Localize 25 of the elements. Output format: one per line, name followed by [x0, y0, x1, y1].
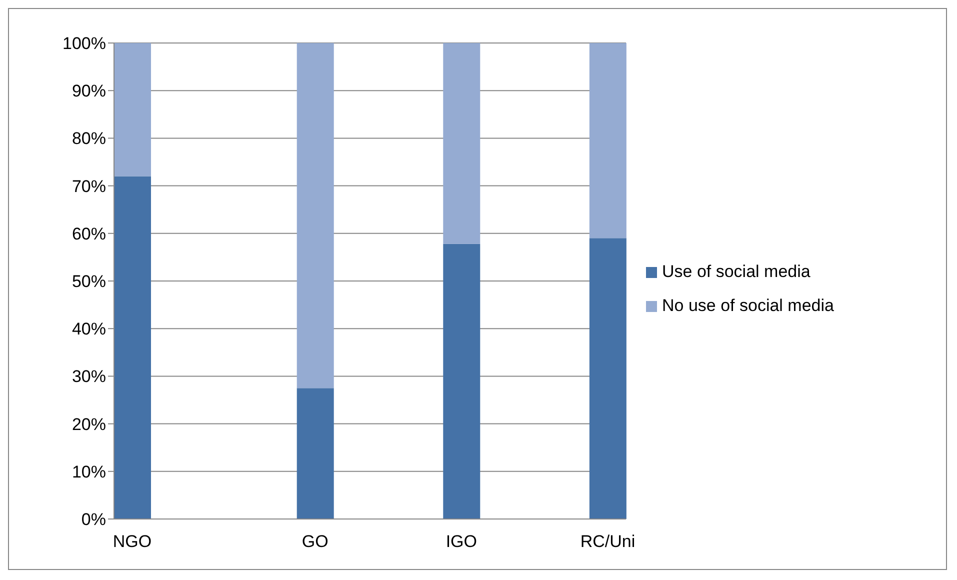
y-tick-label: 30%: [72, 367, 106, 386]
x-tick-label: IGO: [446, 532, 478, 552]
legend-label: No use of social media: [662, 296, 834, 316]
y-tick-label: 80%: [72, 129, 106, 148]
bar: [443, 244, 480, 519]
x-tick-label: GO: [302, 532, 328, 552]
y-tick-label: 20%: [72, 414, 106, 434]
x-tick-label: NGO: [112, 532, 152, 552]
bar: [296, 43, 334, 388]
bar: [589, 43, 626, 238]
bar: [443, 43, 480, 244]
y-tick-label: 70%: [72, 176, 106, 196]
legend-label: Use of social media: [662, 262, 810, 282]
y-tick-label: 60%: [72, 224, 106, 244]
bar: [114, 176, 151, 519]
bar: [114, 43, 151, 176]
y-tick-label: 90%: [72, 82, 106, 101]
x-tick-label: RC/Uni: [580, 532, 636, 552]
y-tick-label: 50%: [72, 272, 106, 292]
y-tick-label: 0%: [81, 510, 106, 530]
bar: [589, 238, 626, 519]
y-tick-label: 100%: [62, 34, 106, 54]
y-tick-label: 40%: [72, 320, 106, 339]
bar: [296, 388, 334, 519]
y-tick-label: 10%: [72, 462, 106, 482]
